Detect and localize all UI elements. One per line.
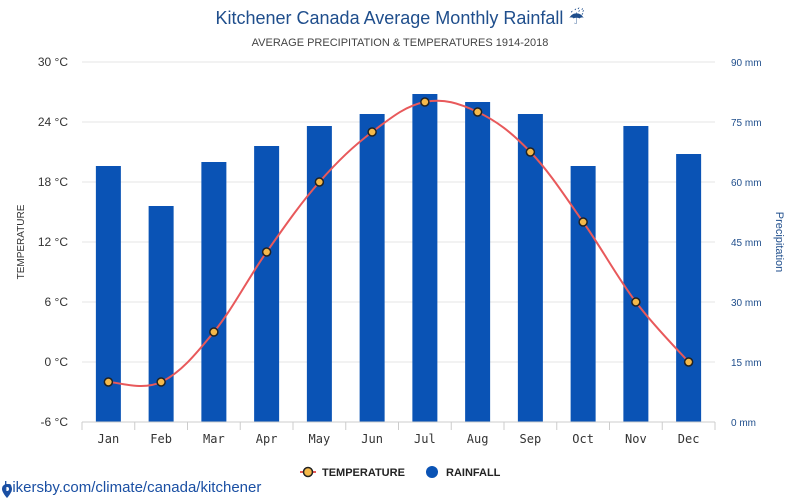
- legend-rainfall-marker: [426, 466, 438, 478]
- legend-temperature-marker: [302, 466, 314, 478]
- temperature-point: [578, 217, 588, 227]
- y-right-tick-label: 0 mm: [731, 418, 756, 429]
- temperature-point: [525, 147, 536, 157]
- chart-subtitle: AVERAGE PRECIPITATION & TEMPERATURES 191…: [252, 37, 549, 49]
- y-left-tick-label: 12 °C: [38, 235, 68, 249]
- source-link[interactable]: hikersby.com/climate/canada/kitchener: [4, 479, 262, 496]
- y-left-tick-label: 30 °C: [38, 55, 68, 69]
- x-tick-label: Sep: [520, 432, 542, 446]
- y-right-tick-label: 45 mm: [731, 238, 762, 249]
- legend[interactable]: TEMPERATURE RAINFALL: [300, 466, 501, 479]
- y-right-tick-label: 90 mm: [731, 58, 762, 69]
- x-axis: Jan Feb Mar Apr May Jun Jul Aug Sep Oct Nov Dec: [81, 421, 716, 446]
- rainfall-bar: [148, 206, 174, 422]
- chart-title: Kitchener Canada Average Monthly Rainfal…: [215, 7, 584, 28]
- x-tick-label: May: [309, 432, 331, 446]
- rainfall-bar: [306, 126, 332, 422]
- legend-rainfall-label: RAINFALL: [446, 467, 501, 479]
- rainfall-bar: [412, 94, 438, 422]
- x-tick-label: Apr: [256, 432, 278, 446]
- rainfall-bar: [201, 162, 227, 422]
- y-axis-left: -6 °C 0 °C 6 °C 12 °C 18 °C 24 °C 30 °C: [38, 55, 68, 429]
- y-left-tick-label: 0 °C: [45, 355, 69, 369]
- y-right-tick-label: 75 mm: [731, 118, 762, 129]
- rainfall-bar: [676, 154, 702, 422]
- rainfall-bar: [623, 126, 649, 422]
- temperature-line: [103, 97, 694, 387]
- location-pin-icon: [2, 484, 12, 498]
- x-tick-label: Nov: [625, 432, 647, 446]
- legend-temperature-label: TEMPERATURE: [322, 467, 405, 479]
- y-left-tick-label: -6 °C: [41, 415, 69, 429]
- rainfall-bar: [517, 114, 543, 422]
- temperature-point: [103, 377, 114, 387]
- x-tick-label: Feb: [150, 432, 172, 446]
- y-axis-left-title: TEMPERATURE: [16, 204, 27, 279]
- temperature-point: [209, 327, 219, 337]
- rainfall-bar: [465, 102, 491, 422]
- y-axis-right: 0 mm 15 mm 30 mm 45 mm 60 mm 75 mm 90 mm: [731, 58, 762, 429]
- rainfall-bar: [254, 146, 280, 422]
- x-tick-label: Mar: [203, 432, 225, 446]
- x-tick-label: Aug: [467, 432, 489, 446]
- temperature-curve: [108, 99, 690, 387]
- x-tick-label: Jan: [98, 432, 120, 446]
- x-tick-label: Jul: [414, 432, 436, 446]
- temperature-point: [472, 107, 483, 117]
- y-right-tick-label: 15 mm: [731, 358, 762, 369]
- y-left-tick-label: 24 °C: [38, 115, 68, 129]
- x-tick-label: Jun: [361, 432, 383, 446]
- x-tick-label: Oct: [572, 432, 594, 446]
- y-left-tick-label: 18 °C: [38, 175, 68, 189]
- gridlines: [82, 61, 715, 423]
- temperature-point: [314, 177, 325, 187]
- rainfall-bar: [570, 166, 596, 422]
- x-tick-label: Dec: [678, 432, 700, 446]
- y-right-tick-label: 30 mm: [731, 298, 762, 309]
- y-axis-right-title: Precipitation: [773, 212, 785, 273]
- temperature-point: [156, 377, 166, 387]
- rainfall-bars: [95, 94, 702, 422]
- temperature-point: [683, 357, 694, 367]
- rainfall-bar: [359, 114, 385, 422]
- temperature-point: [367, 127, 377, 137]
- legend-item-temperature[interactable]: TEMPERATURE: [300, 466, 405, 479]
- y-left-tick-label: 6 °C: [45, 295, 69, 309]
- temperature-point: [261, 247, 272, 257]
- temperature-point: [631, 297, 641, 307]
- y-right-tick-label: 60 mm: [731, 178, 762, 189]
- temperature-point: [420, 97, 430, 107]
- legend-item-rainfall[interactable]: RAINFALL: [426, 466, 501, 479]
